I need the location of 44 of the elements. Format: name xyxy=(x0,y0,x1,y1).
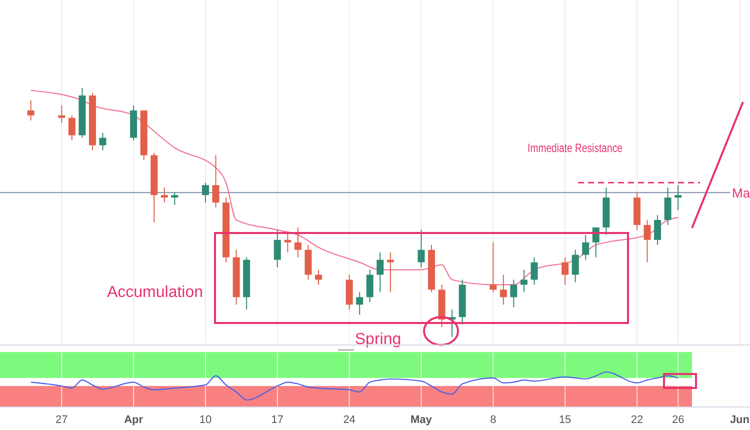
annotation: Immediate Resistance xyxy=(528,142,622,156)
x-tick-label: Apr xyxy=(124,414,144,426)
candlestick xyxy=(664,187,672,226)
candlestick xyxy=(202,182,209,204)
annotation: Spring xyxy=(354,331,402,348)
x-tick-label: May xyxy=(410,414,433,426)
candlestick xyxy=(294,226,302,258)
candlestick xyxy=(674,184,682,211)
candlestick xyxy=(27,100,34,121)
x-tick-label: 26 xyxy=(672,414,684,426)
x-tick-label: 17 xyxy=(271,414,284,426)
candlestick xyxy=(418,229,425,268)
x-tick-label: 27 xyxy=(56,414,68,426)
candlestick xyxy=(274,229,281,268)
candlestick xyxy=(171,192,178,206)
candlestick xyxy=(356,292,364,316)
ref-line-label: Ma xyxy=(732,186,750,201)
candlestick xyxy=(160,187,168,204)
candlestick xyxy=(520,269,528,293)
x-tick-label: Jun xyxy=(730,414,750,426)
candlestick xyxy=(510,279,518,308)
candlestick xyxy=(212,154,220,208)
candlestick xyxy=(500,274,507,306)
x-tick-label: 10 xyxy=(199,414,212,426)
candlestick xyxy=(654,214,662,246)
candlestick xyxy=(530,256,538,286)
candlestick xyxy=(644,219,651,263)
candlestick xyxy=(376,252,384,293)
candlestick xyxy=(386,252,394,293)
candlestick xyxy=(366,269,374,303)
candlestick xyxy=(58,104,66,124)
candlestick xyxy=(284,232,292,253)
candlestick xyxy=(99,132,106,151)
candlestick xyxy=(582,234,590,260)
x-tick-label: 8 xyxy=(490,414,496,426)
candlestick xyxy=(562,256,569,286)
candlestick xyxy=(490,242,497,293)
candlestick xyxy=(314,269,322,286)
x-tick-label: 24 xyxy=(343,414,356,426)
annotation: Accumulation xyxy=(106,284,204,301)
x-tick-label: 15 xyxy=(558,414,572,426)
candlestick xyxy=(68,114,76,141)
x-tick-label: 22 xyxy=(630,414,644,426)
candlestick xyxy=(572,249,579,283)
